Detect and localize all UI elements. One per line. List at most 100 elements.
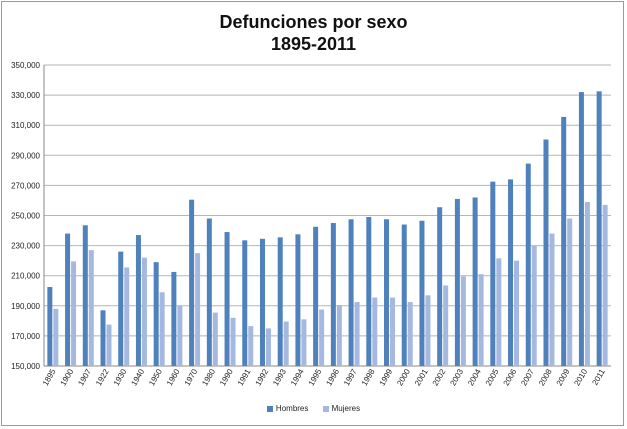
bar-mujeres-1998	[372, 297, 378, 366]
bar-hombres-2006	[508, 179, 514, 366]
bar-hombres-2010	[578, 92, 584, 366]
x-tick-label: 1994	[289, 367, 306, 387]
bar-hombres-1980	[206, 218, 212, 366]
bar-mujeres-1895	[53, 308, 59, 366]
bar-hombres-1999	[384, 219, 390, 366]
x-tick-label: 2002	[431, 367, 448, 387]
x-tick-label: 1999	[378, 367, 395, 387]
bar-mujeres-1922	[106, 324, 112, 366]
x-tick-label: 1950	[147, 367, 164, 387]
bar-hombres-2009	[561, 116, 567, 366]
bar-hombres-2004	[472, 197, 478, 366]
bar-hombres-1995	[313, 226, 319, 366]
bar-hombres-1993	[277, 237, 283, 366]
bar-hombres-2003	[454, 198, 460, 366]
bar-mujeres-1930	[124, 267, 130, 366]
bars	[47, 91, 608, 367]
bar-mujeres-1993	[283, 321, 289, 366]
y-axis-ticks: 150,000 170,000 190,000 210,000 230,000 250,0…	[11, 61, 40, 371]
bar-hombres-2000	[401, 224, 407, 366]
bar-hombres-1922	[100, 310, 106, 366]
bar-mujeres-1970	[195, 253, 201, 366]
bar-mujeres-2006	[514, 260, 520, 366]
bar-hombres-2005	[490, 181, 496, 366]
bar-hombres-1992	[259, 238, 265, 366]
x-tick-label: 1990	[218, 367, 235, 387]
x-tick-label: 2003	[448, 367, 465, 387]
bar-mujeres-2000	[407, 302, 413, 366]
bar-mujeres-1960	[177, 305, 183, 366]
legend-item-hombres: Hombres	[266, 404, 309, 413]
x-tick-label: 2005	[484, 367, 501, 387]
x-tick-label: 1960	[165, 367, 182, 387]
x-tick-label: 2007	[519, 367, 536, 387]
legend: Hombres Mujeres	[0, 404, 627, 413]
x-tick-label: 2011	[590, 367, 607, 387]
bar-mujeres-1992	[265, 328, 271, 366]
bar-mujeres-1991	[248, 326, 254, 366]
bar-hombres-1940	[135, 235, 141, 366]
legend-label-mujeres: Mujeres	[331, 404, 361, 413]
x-tick-label: 2001	[413, 367, 430, 387]
bar-hombres-1998	[366, 217, 372, 366]
x-tick-label: 2000	[395, 367, 412, 387]
x-tick-label: 1995	[307, 367, 324, 387]
y-tick-label: 250,000	[11, 212, 40, 221]
y-tick-label: 210,000	[11, 272, 40, 281]
bar-mujeres-1940	[141, 257, 147, 366]
bar-hombres-1960	[171, 271, 177, 366]
x-tick-label: 1992	[254, 367, 271, 387]
legend-item-mujeres: Mujeres	[322, 404, 361, 413]
bar-mujeres-2010	[584, 201, 590, 366]
bar-mujeres-2002	[443, 285, 449, 366]
bar-hombres-1900	[65, 233, 71, 366]
bar-hombres-2002	[437, 207, 443, 366]
bar-hombres-1907	[82, 225, 88, 366]
x-tick-label: 2004	[466, 367, 483, 387]
x-tick-label: 1895	[41, 367, 58, 387]
bar-mujeres-2008	[549, 233, 555, 366]
bar-mujeres-2004	[478, 274, 484, 366]
bar-mujeres-1907	[88, 250, 94, 366]
legend-label-hombres: Hombres	[275, 404, 309, 413]
x-tick-label: 1940	[129, 367, 146, 387]
x-tick-label: 1900	[59, 367, 76, 387]
bar-mujeres-2009	[567, 218, 573, 366]
x-tick-label: 2009	[555, 367, 572, 387]
legend-swatch-mujeres	[322, 405, 329, 412]
y-tick-label: 270,000	[11, 181, 40, 190]
bar-hombres-2011	[596, 91, 602, 367]
x-tick-label: 1997	[342, 367, 359, 387]
x-tick-label: 1998	[360, 367, 377, 387]
bar-mujeres-1994	[301, 319, 307, 366]
bar-hombres-1994	[295, 234, 301, 366]
y-tick-label: 330,000	[11, 91, 40, 100]
x-tick-label: 2008	[537, 367, 554, 387]
x-tick-label: 1996	[324, 367, 341, 387]
bar-hombres-2008	[543, 139, 549, 366]
bar-mujeres-2001	[425, 295, 431, 366]
bar-hombres-2001	[419, 220, 425, 366]
bar-hombres-1930	[118, 251, 124, 366]
y-tick-label: 230,000	[11, 242, 40, 251]
bar-mujeres-2007	[531, 245, 537, 366]
bar-hombres-1970	[189, 199, 195, 366]
x-axis-ticks: 1895 1900 1907 1922 1930 1940 1950 1960 1970 1980…	[41, 367, 607, 387]
bar-mujeres-1900	[71, 261, 77, 366]
y-tick-label: 350,000	[11, 61, 40, 70]
x-tick-label: 1991	[236, 367, 253, 387]
y-tick-label: 310,000	[11, 121, 40, 130]
bar-mujeres-2003	[460, 276, 466, 366]
bar-mujeres-1996	[336, 305, 342, 366]
x-tick-label: 1922	[94, 367, 111, 387]
y-tick-label: 170,000	[11, 332, 40, 341]
x-tick-label: 2010	[572, 367, 589, 387]
bar-hombres-1895	[47, 286, 53, 366]
x-tick-label: 2006	[502, 367, 519, 387]
bar-hombres-1950	[153, 262, 159, 366]
bar-mujeres-1997	[354, 302, 360, 366]
bar-mujeres-2005	[496, 258, 502, 366]
x-tick-label: 1930	[112, 367, 129, 387]
bar-mujeres-1950	[159, 292, 165, 366]
